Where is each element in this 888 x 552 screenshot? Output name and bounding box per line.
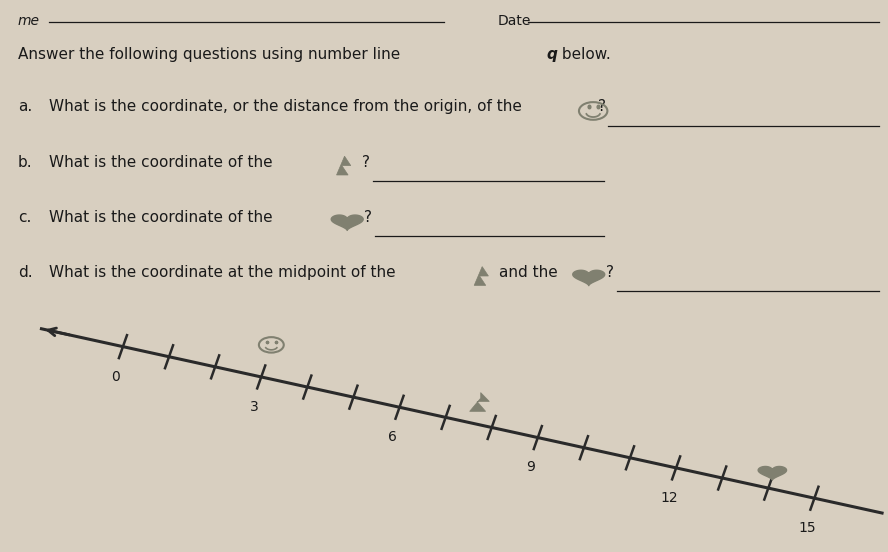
Text: q: q: [546, 47, 557, 62]
Text: 0: 0: [111, 369, 120, 384]
Text: 15: 15: [798, 521, 816, 535]
Polygon shape: [470, 392, 489, 411]
Text: ?: ?: [362, 155, 370, 169]
Text: 12: 12: [660, 491, 678, 505]
Text: 9: 9: [526, 460, 535, 475]
Polygon shape: [474, 267, 488, 285]
Text: a.: a.: [18, 99, 32, 114]
Text: 6: 6: [388, 430, 397, 444]
Text: ?: ?: [364, 210, 372, 225]
Text: What is the coordinate at the midpoint of the: What is the coordinate at the midpoint o…: [49, 265, 395, 280]
Text: ?: ?: [598, 99, 606, 114]
Text: What is the coordinate of the: What is the coordinate of the: [49, 210, 273, 225]
Polygon shape: [573, 270, 605, 285]
Polygon shape: [758, 466, 787, 480]
Text: What is the coordinate, or the distance from the origin, of the: What is the coordinate, or the distance …: [49, 99, 522, 114]
Text: ?: ?: [606, 265, 614, 280]
Text: c.: c.: [18, 210, 31, 225]
Text: me: me: [18, 14, 40, 28]
Text: and the: and the: [499, 265, 558, 280]
Polygon shape: [337, 156, 351, 175]
Text: Date: Date: [497, 14, 531, 28]
Text: below.: below.: [557, 47, 611, 62]
Text: b.: b.: [18, 155, 32, 169]
Text: d.: d.: [18, 265, 32, 280]
Text: Answer the following questions using number line: Answer the following questions using num…: [18, 47, 405, 62]
Text: 3: 3: [250, 400, 258, 414]
Text: What is the coordinate of the: What is the coordinate of the: [49, 155, 273, 169]
Polygon shape: [331, 215, 363, 230]
